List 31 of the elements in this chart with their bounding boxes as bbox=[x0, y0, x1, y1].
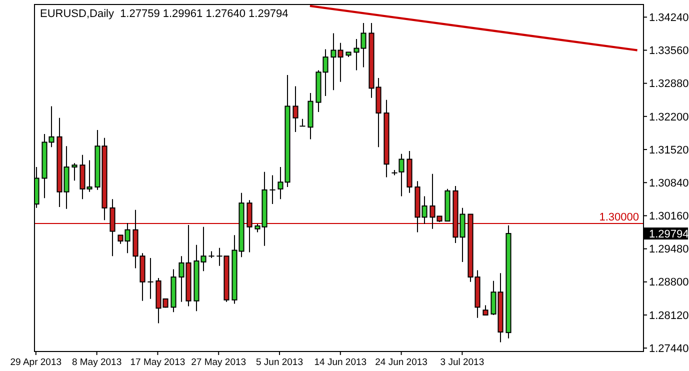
candlestick bbox=[482, 304, 488, 316]
ref-line-label: 1.30000 bbox=[599, 211, 639, 224]
candlestick bbox=[292, 86, 298, 132]
x-tick-label: 17 May 2013 bbox=[130, 357, 186, 368]
candlestick bbox=[270, 174, 276, 205]
candlestick bbox=[110, 198, 116, 257]
y-tick-label: 1.28120 bbox=[649, 310, 689, 322]
x-tick-label: 5 Jun 2013 bbox=[256, 357, 304, 368]
candlestick bbox=[300, 118, 306, 127]
candlestick bbox=[398, 153, 404, 197]
candlestick bbox=[246, 200, 252, 253]
y-tick-label: 1.32200 bbox=[649, 111, 689, 124]
y-tick-label: 1.32880 bbox=[649, 78, 689, 90]
y-tick-label: 1.29480 bbox=[649, 244, 689, 256]
text: 1.29794 bbox=[649, 228, 689, 240]
candlestick bbox=[72, 162, 78, 182]
x-tick-label: 8 May 2013 bbox=[72, 357, 122, 368]
y-tick-label: 1.31520 bbox=[649, 144, 689, 156]
x-tick-label: 24 Jun 2013 bbox=[375, 357, 428, 368]
y-tick-label: 1.33560 bbox=[649, 45, 689, 58]
x-tick-label: 29 Apr 2013 bbox=[10, 357, 62, 368]
y-tick-label: 1.30160 bbox=[649, 210, 689, 223]
chart-title: EURUSD,Daily 1.27759 1.29961 1.27640 1.29794 bbox=[40, 8, 288, 20]
y-tick-label: 1.28800 bbox=[649, 276, 689, 289]
x-tick-label: 3 Jul 2013 bbox=[440, 357, 484, 368]
x-tick-label: 14 Jun 2013 bbox=[314, 357, 367, 368]
x-tick-label: 27 May 2013 bbox=[191, 357, 246, 368]
y-tick-label: 1.27440 bbox=[649, 342, 689, 355]
y-tick-label: 1.30840 bbox=[649, 177, 689, 190]
candlestick bbox=[148, 258, 154, 300]
y-tick-label: 1.34240 bbox=[649, 12, 689, 24]
